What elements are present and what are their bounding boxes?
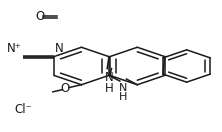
- Text: N: N: [55, 42, 64, 55]
- Text: O: O: [60, 82, 69, 95]
- Text: N⁺: N⁺: [7, 42, 22, 55]
- Text: N
H: N H: [119, 83, 127, 102]
- Text: Cl⁻: Cl⁻: [15, 103, 32, 116]
- Text: N
H: N H: [105, 71, 114, 95]
- Text: O: O: [35, 10, 44, 23]
